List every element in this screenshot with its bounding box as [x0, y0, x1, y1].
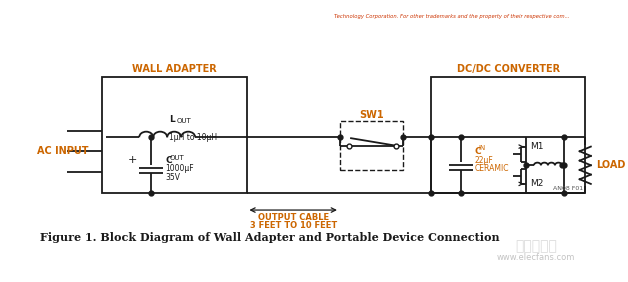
Text: Figure 1. Block Diagram of Wall Adapter and Portable Device Connection: Figure 1. Block Diagram of Wall Adapter …	[40, 232, 500, 243]
Text: L: L	[169, 115, 175, 124]
Text: M2: M2	[530, 179, 544, 188]
Bar	[102, 77, 247, 193]
Text: 3 FEET TO 10 FEET: 3 FEET TO 10 FEET	[249, 221, 337, 230]
Bar	[431, 77, 585, 193]
Text: OUT: OUT	[176, 118, 192, 124]
Text: WALL ADAPTER: WALL ADAPTER	[132, 64, 217, 74]
Text: OUT: OUT	[170, 155, 185, 160]
Text: www.elecfans.com: www.elecfans.com	[497, 253, 575, 262]
Text: AC INPUT: AC INPUT	[36, 146, 88, 156]
Text: C: C	[474, 147, 481, 156]
Bar	[340, 122, 403, 170]
Text: DC/DC CONVERTER: DC/DC CONVERTER	[457, 64, 560, 74]
Text: OUTPUT CABLE: OUTPUT CABLE	[257, 213, 328, 222]
Text: Technology Corporation. For other trademarks and the property of their respectiv: Technology Corporation. For other tradem…	[334, 14, 570, 19]
Text: LOAD: LOAD	[597, 160, 626, 170]
Text: IN: IN	[479, 145, 486, 151]
Text: CERAMIC: CERAMIC	[474, 164, 509, 173]
Text: +: +	[128, 155, 138, 165]
Text: 电子发烧友: 电子发烧友	[515, 239, 557, 254]
Text: AN08 F01: AN08 F01	[553, 186, 583, 191]
Text: 1000µF: 1000µF	[165, 164, 194, 173]
Text: 35V: 35V	[165, 173, 180, 182]
Text: C: C	[165, 156, 172, 165]
Text: SW1: SW1	[359, 109, 384, 120]
Text: 22µF: 22µF	[474, 156, 493, 165]
Text: M1: M1	[530, 142, 544, 151]
Text: 1µH to 10µH: 1µH to 10µH	[169, 133, 217, 142]
